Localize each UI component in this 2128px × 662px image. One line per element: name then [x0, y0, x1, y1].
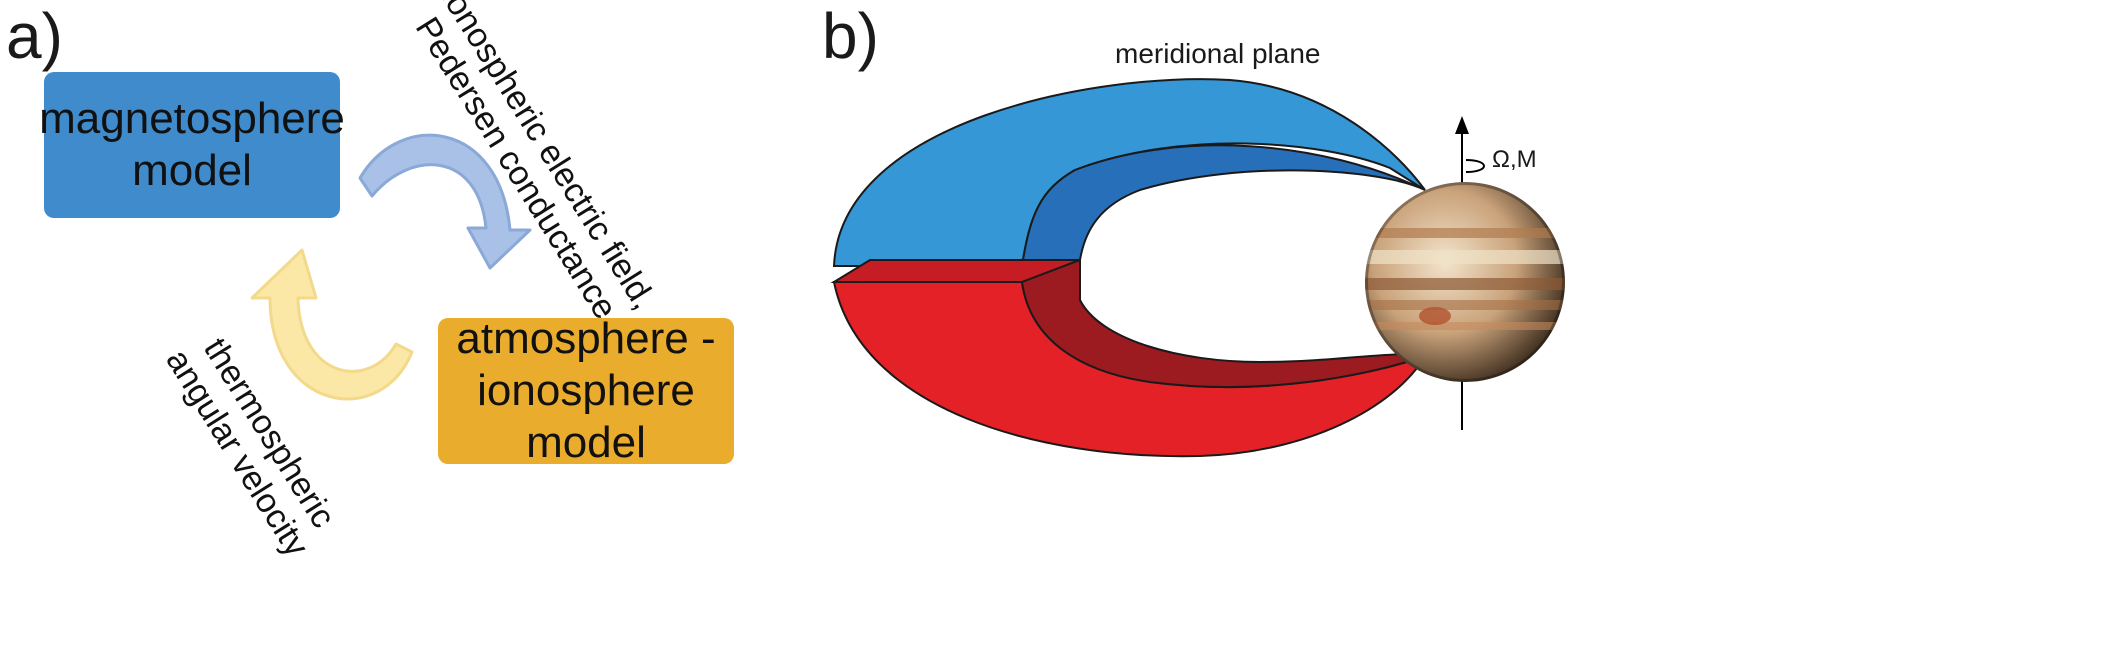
arrow-atmosphere-to-magnetosphere — [250, 248, 414, 401]
magnetosphere-model-label: magnetosphere model — [39, 94, 345, 195]
jupiter-planet — [1365, 182, 1565, 382]
magnetosphere-model-box: magnetosphere model — [39, 72, 345, 218]
panel-b-label: b) — [822, 0, 879, 72]
axis-label: Ω,M — [1492, 146, 1537, 173]
atmosphere-ionosphere-model-box: atmosphere - ionosphere model — [438, 314, 734, 467]
arrow-magnetosphere-to-atmosphere — [358, 133, 532, 270]
northern-inner-face — [1020, 144, 1426, 268]
rotation-arrow-icon — [1465, 159, 1485, 173]
meridional-plane-label: meridional plane — [1115, 38, 1321, 69]
atmosphere-ionosphere-model-label: atmosphere - ionosphere model — [456, 314, 716, 467]
axis-arrowhead — [1455, 116, 1469, 134]
panel-a-label: a) — [6, 0, 63, 72]
